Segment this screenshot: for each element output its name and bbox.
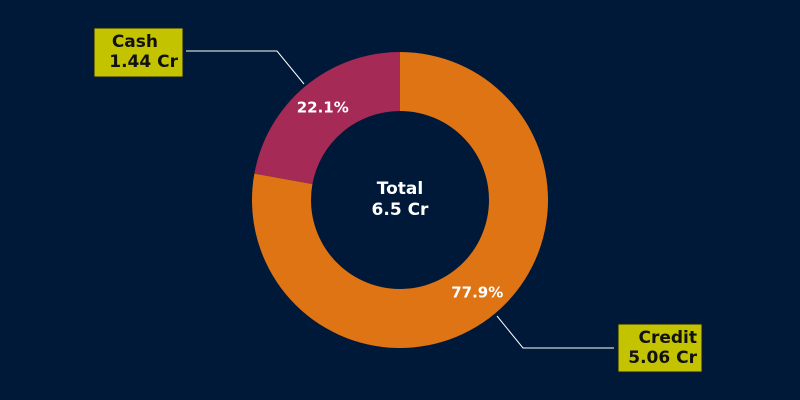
leader-line-credit (496, 315, 614, 349)
leader-line-cash (186, 50, 305, 85)
callout-name-credit: Credit (638, 328, 697, 348)
center-total-label: Total (377, 179, 423, 199)
donut-slice-credit (252, 52, 549, 349)
callout-box-credit (617, 323, 703, 373)
donut-slice-cash (254, 52, 400, 185)
center-total-value: 6.5 Cr (372, 200, 430, 220)
callout-name-cash: Cash (112, 32, 158, 52)
callout-box-cash (93, 27, 184, 78)
slices-layer (252, 52, 549, 349)
callout-value-credit: 5.06 Cr (628, 348, 697, 368)
percent-label-cash: 22.1% (297, 99, 349, 117)
percent-label-credit: 77.9% (451, 283, 503, 301)
leader-lines-layer (186, 50, 614, 349)
callout-value-cash: 1.44 Cr (109, 52, 178, 72)
